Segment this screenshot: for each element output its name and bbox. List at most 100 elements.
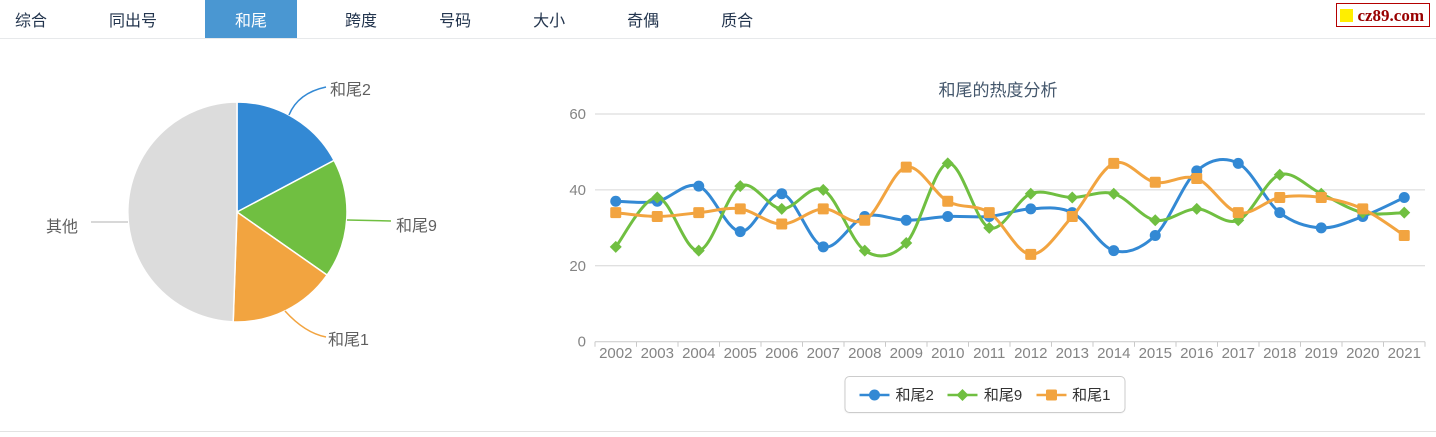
logo-text: cz89.com — [1357, 5, 1424, 25]
data-point[interactable] — [734, 203, 746, 215]
data-point[interactable] — [1066, 191, 1079, 204]
line-chart-title: 和尾的热度分析 — [938, 81, 1058, 100]
pie-leader-line-2 — [284, 310, 327, 338]
x-tick-label: 2008 — [848, 345, 881, 362]
tab-daxiao[interactable]: 大小 — [533, 13, 566, 30]
data-point[interactable] — [1024, 187, 1037, 200]
data-point[interactable] — [1108, 157, 1120, 169]
data-point[interactable] — [942, 210, 954, 222]
data-point[interactable] — [817, 203, 829, 215]
x-tick-label: 2014 — [1097, 345, 1130, 362]
data-point[interactable] — [1357, 203, 1369, 215]
site-logo[interactable]: cz89.com — [1336, 3, 1430, 27]
data-point[interactable] — [1398, 191, 1410, 203]
data-point[interactable] — [859, 214, 871, 226]
data-point[interactable] — [900, 237, 913, 250]
data-point[interactable] — [693, 207, 705, 219]
series-markers-1 — [609, 157, 1411, 257]
data-point[interactable] — [693, 180, 705, 192]
data-point[interactable] — [610, 195, 622, 207]
chart-legend: 和尾2 和尾9 和尾1 — [844, 376, 1126, 413]
data-point[interactable] — [1398, 206, 1411, 219]
data-point[interactable] — [1232, 157, 1244, 169]
tab-tongchuhao[interactable]: 同出号 — [109, 13, 158, 30]
data-point[interactable] — [1274, 207, 1286, 219]
data-point[interactable] — [651, 191, 664, 204]
tab-kuadu[interactable]: 跨度 — [345, 13, 378, 30]
data-point[interactable] — [983, 207, 995, 219]
data-point[interactable] — [1025, 203, 1037, 215]
data-point[interactable] — [609, 240, 622, 253]
data-point[interactable] — [1232, 207, 1244, 219]
data-point[interactable] — [1274, 191, 1286, 203]
data-point[interactable] — [1107, 187, 1120, 200]
pie-slice-3[interactable] — [127, 101, 238, 323]
data-point[interactable] — [734, 180, 747, 193]
x-tick-label: 2009 — [890, 345, 923, 362]
x-tick-label: 2011 — [973, 345, 1005, 362]
data-point[interactable] — [1273, 168, 1286, 181]
data-point[interactable] — [900, 214, 912, 226]
data-point[interactable] — [1398, 229, 1410, 241]
data-point — [1045, 389, 1057, 400]
data-point[interactable] — [1149, 214, 1162, 227]
pie-leader-line-1 — [346, 219, 392, 222]
data-point[interactable] — [1191, 173, 1203, 185]
x-tick-label: 2012 — [1014, 345, 1047, 362]
x-tick-label: 2021 — [1388, 345, 1421, 362]
data-point[interactable] — [692, 244, 705, 257]
data-point[interactable] — [1108, 245, 1120, 257]
top-nav: 综合 同出号 和尾 跨度 号码 大小 奇偶 质合 — [0, 0, 1436, 39]
pie-slice-2[interactable] — [232, 210, 329, 323]
data-point[interactable] — [817, 183, 830, 196]
x-tick-label: 2010 — [931, 345, 964, 362]
data-point[interactable] — [941, 157, 954, 170]
data-point[interactable] — [858, 244, 871, 257]
tab-zonghe[interactable]: 综合 — [15, 13, 48, 30]
x-tick-label: 2006 — [765, 345, 798, 362]
legend-item-label: 和尾9 — [983, 387, 1023, 404]
pie-label-hewei9: 和尾9 — [396, 218, 437, 235]
tab-haoma[interactable]: 号码 — [439, 13, 472, 30]
data-point[interactable] — [1149, 176, 1161, 188]
tab-hewei[interactable]: 和尾 — [205, 0, 298, 38]
data-point[interactable] — [776, 188, 788, 200]
data-point[interactable] — [900, 161, 912, 173]
pie-slice-0[interactable] — [236, 101, 336, 214]
data-point[interactable] — [1066, 210, 1078, 222]
pie-chart-panel — [0, 38, 560, 432]
legend-item-0[interactable]: 和尾2 — [859, 384, 934, 405]
data-point[interactable] — [983, 221, 996, 234]
tab-zhihe[interactable]: 质合 — [721, 13, 754, 30]
data-point[interactable] — [651, 210, 663, 222]
data-point[interactable] — [1149, 229, 1161, 241]
logo-yellow-square-icon — [1340, 8, 1354, 22]
legend-item-label: 和尾2 — [895, 387, 934, 404]
y-tick-label: 20 — [569, 258, 586, 275]
x-tick-label: 2004 — [682, 345, 715, 362]
data-point[interactable] — [776, 218, 788, 230]
pie-chart — [91, 86, 392, 338]
series-markers-0 — [610, 157, 1410, 257]
legend-item-1[interactable]: 和尾9 — [947, 384, 1023, 405]
data-point[interactable] — [1315, 222, 1327, 234]
x-tick-label: 2020 — [1346, 345, 1379, 362]
y-tick-label: 60 — [569, 106, 586, 123]
data-point[interactable] — [942, 195, 954, 207]
data-point[interactable] — [817, 241, 829, 253]
x-tick-label: 2017 — [1222, 345, 1255, 362]
data-point[interactable] — [610, 207, 622, 219]
data-point[interactable] — [1190, 202, 1203, 215]
pie-slice-1[interactable] — [235, 159, 348, 277]
x-tick-label: 2018 — [1263, 345, 1296, 362]
data-point[interactable] — [1315, 191, 1327, 203]
data-point[interactable] — [1025, 248, 1037, 260]
series-markers-2 — [610, 157, 1410, 260]
legend-item-label: 和尾1 — [1072, 387, 1111, 404]
x-tick-label: 2015 — [1139, 345, 1172, 362]
data-point[interactable] — [775, 202, 788, 215]
tab-jiou[interactable]: 奇偶 — [627, 13, 660, 30]
data-point[interactable] — [734, 226, 746, 238]
pie-label-hewei2: 和尾2 — [330, 82, 371, 99]
legend-item-2[interactable]: 和尾1 — [1036, 384, 1111, 405]
